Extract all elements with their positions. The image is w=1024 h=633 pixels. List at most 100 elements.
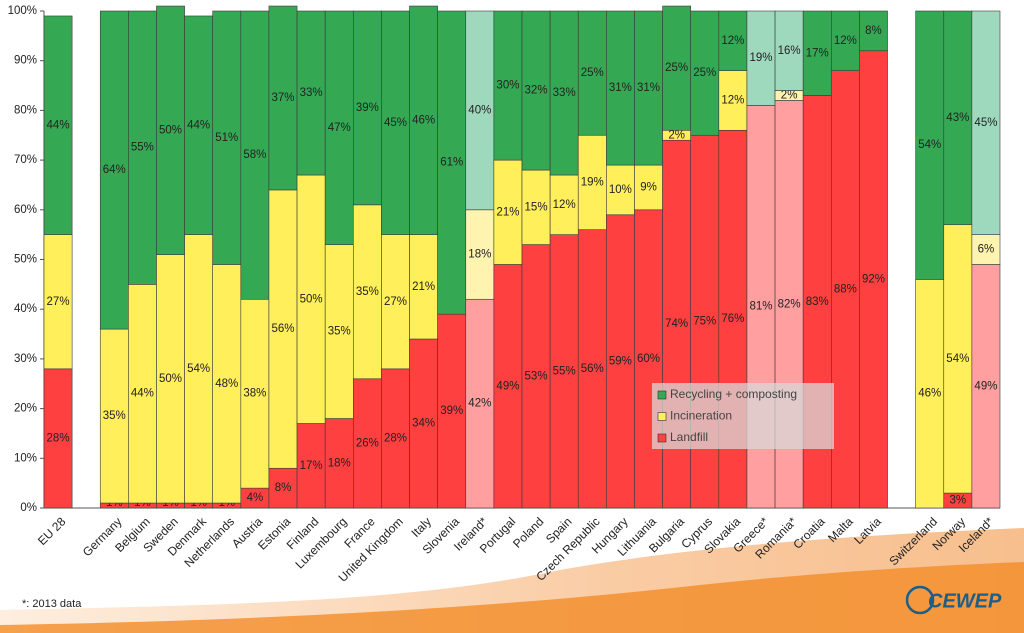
data-label: 54% xyxy=(918,139,941,151)
bar-segment xyxy=(606,214,635,509)
background-swoosh xyxy=(0,562,1024,633)
data-label: 58% xyxy=(243,149,266,161)
bar-segment xyxy=(943,10,973,226)
bar-segment xyxy=(549,10,579,176)
bar-segment xyxy=(859,10,888,52)
data-label: 92% xyxy=(862,273,885,285)
bar-segment xyxy=(128,10,157,285)
data-label: 10% xyxy=(609,184,632,196)
data-label: 37% xyxy=(271,92,294,104)
data-label: 74% xyxy=(665,318,688,330)
bar-segment xyxy=(99,10,129,330)
x-tick-label: Poland xyxy=(510,514,546,550)
legend-label: Incineration xyxy=(670,409,732,423)
y-tick-label: 0% xyxy=(20,502,37,514)
bar-segment xyxy=(802,10,832,96)
data-label: 27% xyxy=(384,296,407,308)
legend-swatch xyxy=(657,412,667,421)
bar-segment xyxy=(634,10,663,166)
data-label: 35% xyxy=(328,326,351,338)
data-label: 18% xyxy=(328,457,351,469)
data-label: 50% xyxy=(159,373,182,385)
bar-segment xyxy=(662,5,692,131)
x-tick-label: EU 28 xyxy=(35,514,69,548)
data-label: 83% xyxy=(806,296,829,308)
legend-swatch xyxy=(657,433,667,443)
bar-segment xyxy=(549,234,579,509)
data-label: 53% xyxy=(525,370,548,382)
data-label: 12% xyxy=(553,199,576,211)
bar-segment xyxy=(43,368,73,509)
bar-segment xyxy=(43,15,73,235)
bar-segment xyxy=(915,279,945,509)
bar-segment xyxy=(99,328,129,504)
data-label: 49% xyxy=(496,380,519,392)
y-tick-label: 80% xyxy=(14,104,37,116)
data-label: 44% xyxy=(47,119,70,131)
data-label: 9% xyxy=(640,181,657,193)
data-label: 19% xyxy=(581,176,604,188)
data-label: 31% xyxy=(609,82,632,94)
bar-segment xyxy=(830,70,860,509)
bar-segment xyxy=(493,159,523,265)
bar-segment xyxy=(409,338,438,509)
data-label: 45% xyxy=(384,117,407,129)
data-label: 27% xyxy=(47,296,70,308)
data-label: 51% xyxy=(215,132,238,144)
data-label: 47% xyxy=(328,122,351,134)
data-label: 38% xyxy=(243,388,266,400)
data-label: 21% xyxy=(412,281,435,293)
bar-segment xyxy=(184,15,214,235)
data-label: 3% xyxy=(950,495,967,507)
data-label: 19% xyxy=(749,52,772,64)
legend-label: Recycling + composting xyxy=(670,387,797,401)
bar-segment xyxy=(577,229,607,509)
bar-segment xyxy=(268,467,298,509)
bar-segment xyxy=(577,134,607,230)
data-label: 56% xyxy=(581,363,604,375)
data-label: 28% xyxy=(384,432,407,444)
data-label: 46% xyxy=(918,388,941,400)
data-label: 64% xyxy=(103,164,126,176)
bar-segment xyxy=(240,298,270,489)
bar-segment xyxy=(437,10,467,315)
bar-segment xyxy=(606,10,635,166)
data-label: 55% xyxy=(553,365,576,377)
data-label: 46% xyxy=(412,114,435,126)
data-label: 76% xyxy=(721,313,744,325)
data-label: 25% xyxy=(693,67,716,79)
bar-segment xyxy=(915,10,945,280)
data-label: 40% xyxy=(468,104,491,116)
bar-segment xyxy=(971,10,1001,235)
data-label: 35% xyxy=(103,410,126,422)
bar-segment xyxy=(240,10,270,300)
data-label: 26% xyxy=(356,437,379,449)
data-label: 48% xyxy=(215,378,238,390)
data-label: 25% xyxy=(665,62,688,74)
bar-segment xyxy=(718,10,748,71)
data-label: 50% xyxy=(159,124,182,136)
data-label: 16% xyxy=(778,45,801,57)
bar-segment xyxy=(746,10,776,106)
bar-segment xyxy=(465,10,495,211)
data-label: 8% xyxy=(865,25,882,37)
bar-segment xyxy=(352,378,382,509)
bar-segment xyxy=(156,254,185,504)
data-label: 45% xyxy=(974,117,997,129)
data-label: 33% xyxy=(553,87,576,99)
y-tick-label: 40% xyxy=(14,303,37,315)
bar-segment xyxy=(634,164,663,211)
data-label: 39% xyxy=(440,405,463,417)
bar-segment xyxy=(859,50,888,509)
bar-segment xyxy=(296,423,326,509)
bar-segment xyxy=(212,10,242,265)
data-label: 56% xyxy=(271,323,294,335)
legend-box xyxy=(652,383,834,449)
data-label: 30% xyxy=(496,80,519,92)
y-tick-label: 90% xyxy=(14,55,37,67)
data-label: 8% xyxy=(275,482,292,494)
data-label: 55% xyxy=(131,142,154,154)
data-label: 28% xyxy=(47,432,70,444)
data-label: 60% xyxy=(637,353,660,365)
bar-segment xyxy=(521,169,551,245)
